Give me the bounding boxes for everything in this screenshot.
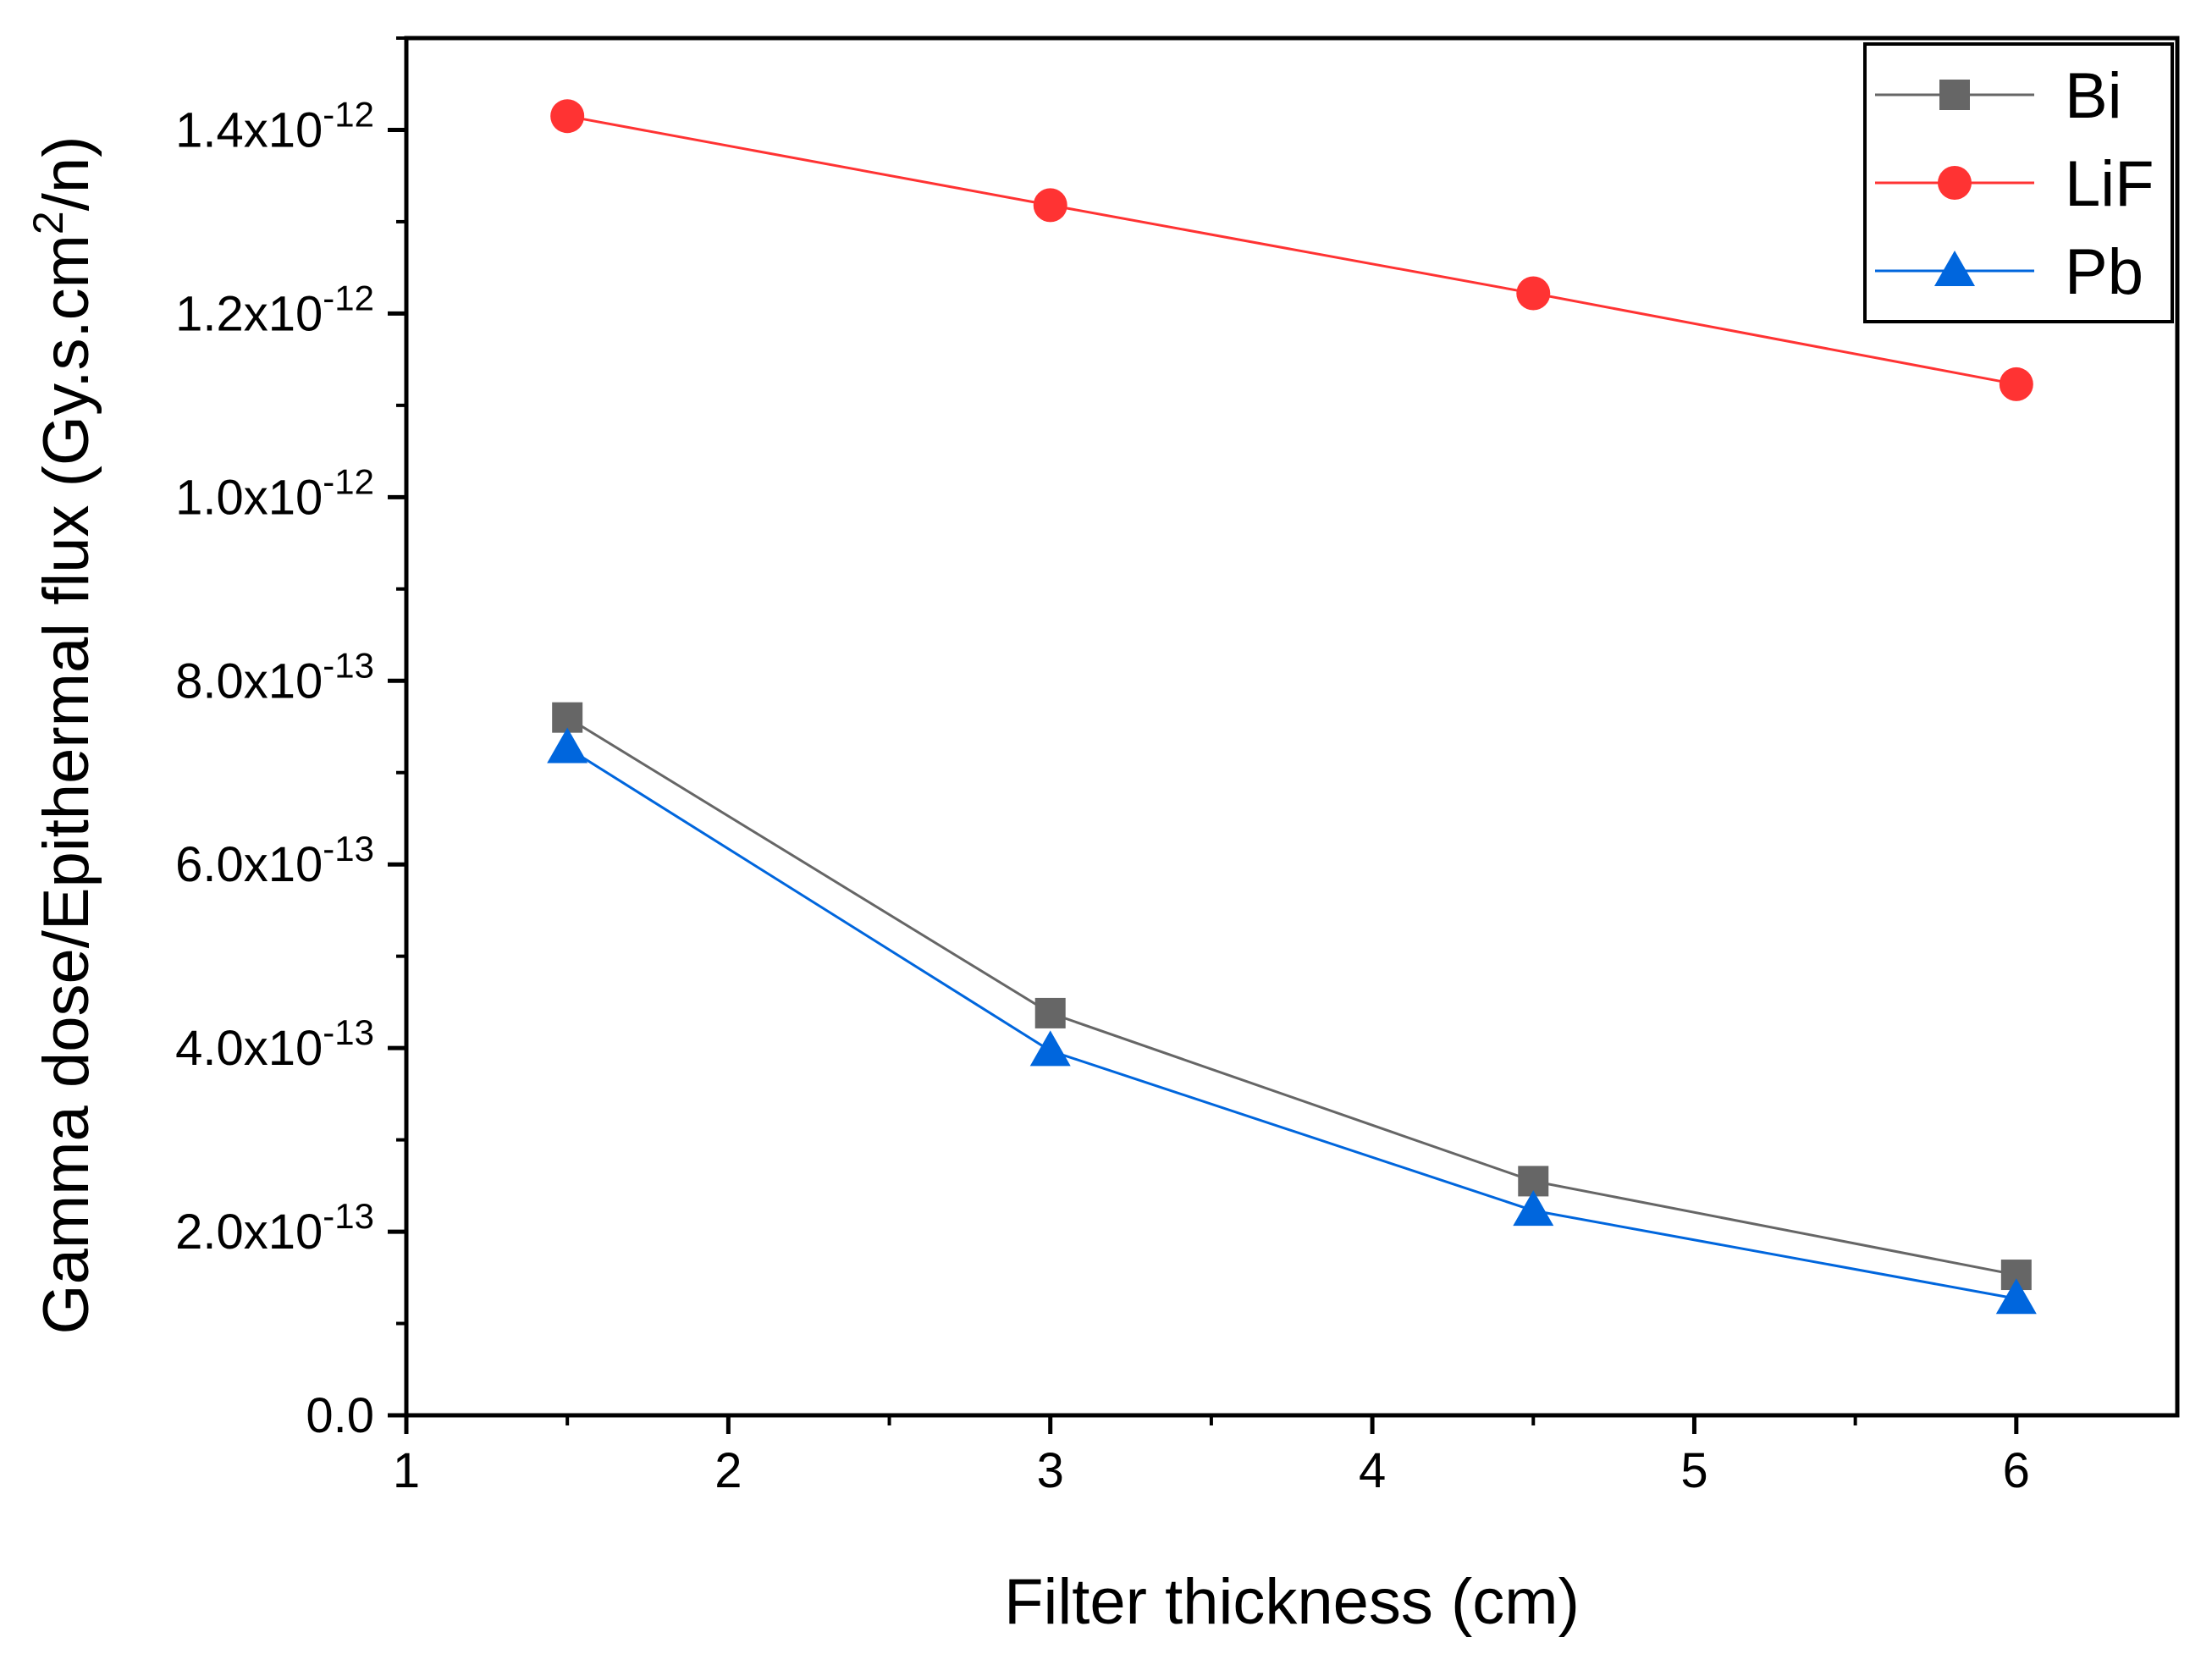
data-point bbox=[550, 99, 585, 134]
legend-label: Bi bbox=[2065, 60, 2122, 132]
x-tick-label: 3 bbox=[1037, 1443, 1064, 1498]
legend-marker bbox=[1934, 251, 1975, 286]
y-tick-label: 4.0x10-13 bbox=[175, 1012, 374, 1076]
legend-label: Pb bbox=[2065, 236, 2143, 308]
data-point bbox=[1029, 1030, 1071, 1067]
y-tick-label: 0.0 bbox=[306, 1388, 374, 1443]
series-bi bbox=[552, 702, 2032, 1291]
data-point bbox=[1995, 1278, 2037, 1315]
x-axis-title: Filter thickness (cm) bbox=[1004, 1566, 1580, 1638]
x-tick-label: 5 bbox=[1680, 1443, 1707, 1498]
legend-marker bbox=[1939, 80, 1970, 110]
x-tick-label: 4 bbox=[1359, 1443, 1386, 1498]
y-tick-label: 6.0x10-13 bbox=[175, 829, 374, 892]
y-tick-label: 1.4x10-12 bbox=[175, 94, 374, 157]
data-point bbox=[1999, 367, 2033, 401]
y-axis-title: Gamma dose/Epithermal flux (Gy.s.cm2/n) bbox=[25, 136, 102, 1335]
data-point bbox=[1033, 188, 1067, 223]
data-point bbox=[1516, 276, 1551, 311]
y-tick-label: 8.0x10-13 bbox=[175, 645, 374, 708]
y-tick-label: 2.0x10-13 bbox=[175, 1196, 374, 1260]
y-tick-label: 1.0x10-12 bbox=[175, 461, 374, 525]
series-line bbox=[566, 114, 2017, 386]
y-axis-title-superscript: 2 bbox=[25, 211, 72, 234]
legend-marker bbox=[1938, 166, 1972, 200]
x-tick-label: 1 bbox=[393, 1443, 420, 1498]
series-line bbox=[566, 747, 2017, 1300]
legend-entry-pb: Pb bbox=[1875, 236, 2143, 308]
data-point bbox=[547, 727, 588, 764]
x-tick-label: 2 bbox=[714, 1443, 742, 1498]
y-axis-title-main: Gamma dose/Epithermal flux (Gy.s.cm bbox=[30, 234, 102, 1334]
plot-frame bbox=[404, 36, 2180, 1418]
y-tick-label: 1.2x10-12 bbox=[175, 278, 374, 341]
series-line bbox=[566, 716, 2017, 1276]
data-point bbox=[1034, 997, 1066, 1028]
series-pb bbox=[547, 727, 2037, 1315]
legend-entry-bi: Bi bbox=[1875, 60, 2122, 132]
series-lif bbox=[550, 99, 2033, 401]
legend-entry-lif: LiF bbox=[1875, 148, 2154, 220]
data-point bbox=[1513, 1190, 1554, 1227]
x-tick-label: 6 bbox=[2003, 1443, 2030, 1498]
legend-label: LiF bbox=[2065, 148, 2154, 220]
y-axis-title-tail: /n) bbox=[30, 136, 102, 212]
